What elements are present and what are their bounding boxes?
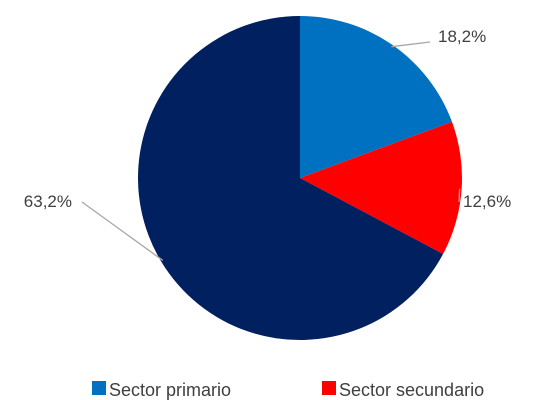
legend: Sector primario Sector secundario [92,380,484,400]
data-label-sector-primario: 18,2% [438,27,486,46]
pie-slice-sector-secundario [300,121,463,254]
leader-line-sector-primario [391,41,431,48]
leader-line-sector-secundario [458,188,461,203]
pie-slices [137,16,463,340]
data-labels: 18,2% 12,6% 63,2% [24,27,511,211]
data-label-other: 63,2% [24,192,72,211]
pie-slice-other [137,16,444,340]
legend-swatch-sector-secundario [322,381,336,395]
pie-slice-sector-primario [300,16,452,178]
leader-line-other [81,201,164,261]
leader-lines [81,41,461,261]
data-label-sector-secundario: 12,6% [463,192,511,211]
legend-label-sector-secundario: Sector secundario [339,380,484,400]
legend-swatch-sector-primario [92,381,106,395]
legend-label-sector-primario: Sector primario [109,380,231,400]
